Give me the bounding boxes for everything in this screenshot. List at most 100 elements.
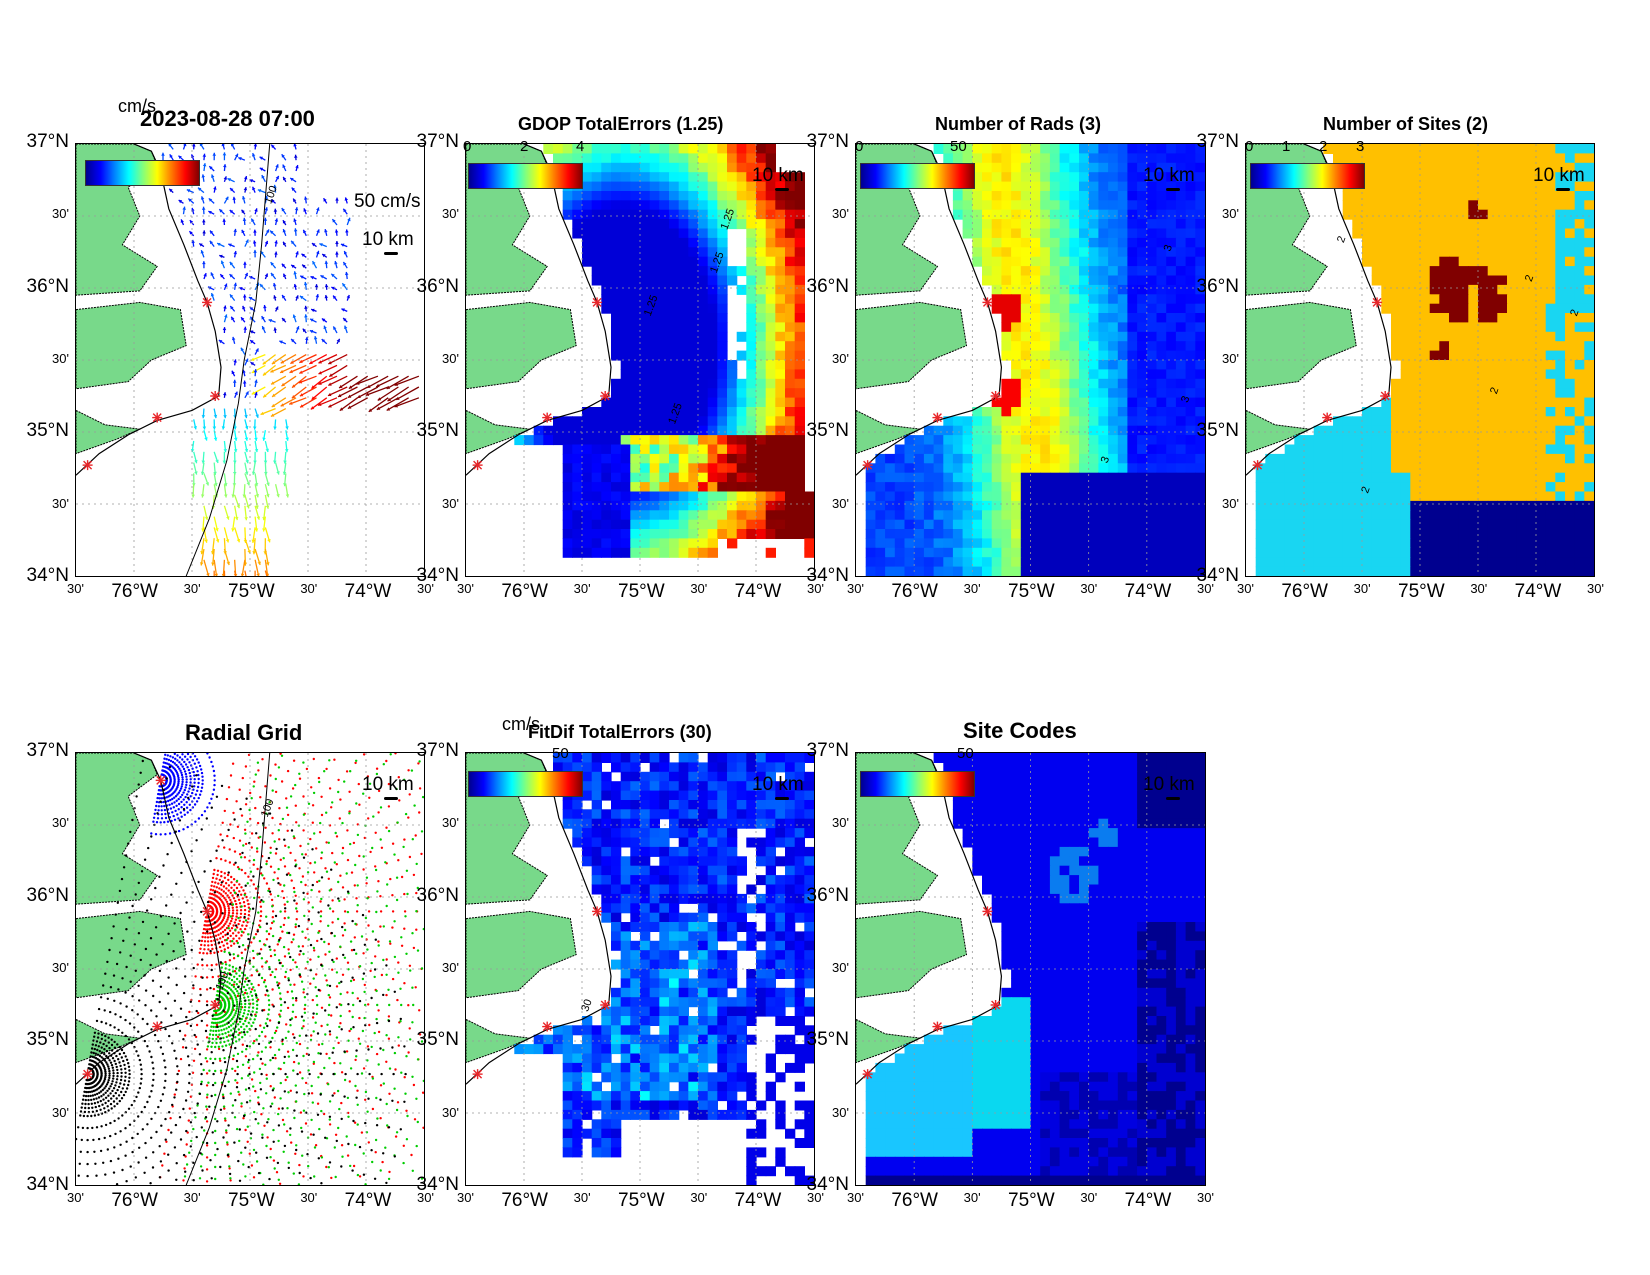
nrads-contour-labels: 3 3 3	[1099, 243, 1193, 465]
site-marker	[862, 1069, 873, 1080]
lat-tick-label: 30'	[52, 1104, 69, 1120]
map-overlay-6	[856, 753, 1205, 1185]
contour-label: 2	[1488, 386, 1501, 396]
velocity-colorbar	[85, 160, 200, 186]
lat-tick-label: 37°N	[26, 131, 69, 152]
site-marker	[202, 906, 213, 917]
lon-tick-label: 30'	[457, 581, 474, 596]
lat-tick-label: 30'	[442, 1104, 459, 1120]
contour-label: 3	[1099, 455, 1112, 465]
site-marker	[82, 460, 93, 471]
lat-tick-label: 30'	[832, 206, 849, 222]
map-overlay-3	[1246, 144, 1594, 576]
lat-tick-label: 34°N	[1196, 565, 1239, 586]
lat-tick-label: 30'	[442, 815, 459, 831]
contour-label: 100	[259, 797, 277, 818]
radgrid-map: 100 100	[76, 753, 424, 1185]
gdop-cbar-tick-4: 4	[576, 138, 585, 155]
map-overlay-0	[76, 144, 424, 576]
land-area	[466, 301, 577, 390]
site-marker	[600, 391, 611, 401]
lat-tick-label: 30'	[1222, 206, 1239, 222]
lon-tick-label: 30'	[300, 581, 318, 596]
sitecodes-map-frame	[855, 752, 1206, 1186]
site-marker	[592, 297, 603, 308]
nsites-cbar-tick-3: 3	[1356, 138, 1365, 155]
lat-tick-label: 37°N	[416, 131, 459, 152]
radgrid-distance-bar	[384, 797, 398, 800]
velocity-vectors	[161, 144, 420, 576]
lon-tick-label: 30'	[1587, 581, 1604, 596]
radgrid-title: Radial Grid	[185, 720, 303, 745]
lon-tick-label: 75°W	[228, 1190, 275, 1211]
contour-label: 2	[1523, 273, 1536, 283]
gdop-cells	[514, 144, 814, 558]
distance-scale-bar	[384, 252, 398, 255]
distance-scale-label: 10 km	[362, 229, 414, 250]
depth-contour	[185, 753, 271, 1185]
contour-label: 2	[1335, 235, 1348, 245]
fitdif-colorbar	[468, 771, 583, 797]
site-marker	[210, 1000, 221, 1010]
lon-tick-label: 76°W	[891, 1190, 938, 1211]
fitdif-map: 30	[466, 753, 814, 1185]
lat-tick-label: 30'	[1222, 351, 1239, 366]
lon-tick-label: 30'	[1197, 581, 1214, 596]
lat-tick-label: 30'	[52, 960, 69, 975]
lon-tick-label: 30'	[457, 1190, 474, 1205]
lon-tick-label: 30'	[1470, 581, 1488, 596]
lon-tick-label: 74°W	[734, 1190, 782, 1211]
nsites-cbar-tick-2: 2	[1319, 138, 1328, 155]
lat-tick-label: 30'	[52, 351, 69, 366]
lat-tick-label: 34°N	[806, 565, 849, 586]
site-marker	[1322, 412, 1333, 423]
lon-tick-label: 30'	[963, 581, 981, 596]
nrads-map-frame: 3 3 3	[855, 143, 1206, 577]
lat-tick-label: 35°N	[1196, 420, 1239, 442]
lon-tick-label: 30'	[1080, 581, 1098, 596]
contour-label: 30	[579, 998, 594, 1014]
fitdif-unit-label: cm/s	[502, 714, 540, 734]
lat-tick-label: 35°N	[806, 1029, 849, 1051]
site-marker	[990, 1000, 1001, 1010]
nrads-title: Number of Rads (3)	[935, 114, 1102, 134]
lon-tick-label: 74°W	[1124, 1190, 1172, 1211]
contour-label: 2	[1568, 308, 1581, 318]
land-area	[76, 301, 187, 390]
lat-tick-label: 36°N	[26, 884, 69, 906]
lat-tick-label: 36°N	[416, 884, 459, 906]
lat-tick-label: 36°N	[806, 275, 849, 297]
lon-tick-label: 74°W	[1124, 581, 1172, 602]
gdop-map-frame: 1.25 1.25 1.25 1.25	[465, 143, 815, 577]
sitecodes-cells	[865, 753, 1205, 1185]
land-area	[1246, 301, 1357, 390]
nsites-colorbar	[1250, 163, 1365, 189]
lon-tick-label: 30'	[1080, 1190, 1098, 1205]
lat-tick-label: 30'	[1222, 495, 1239, 511]
radgrid-distance-label: 10 km	[362, 774, 414, 795]
lat-tick-label: 37°N	[26, 740, 69, 761]
sitecodes-colorbar	[860, 771, 975, 797]
lon-tick-label: 76°W	[501, 581, 548, 602]
nsites-cbar-tick-1: 1	[1282, 138, 1291, 155]
lat-tick-label: 30'	[442, 495, 459, 511]
site-marker	[152, 412, 163, 423]
contour-label: 2	[1359, 485, 1372, 495]
lon-tick-label: 30'	[417, 581, 434, 596]
sitecodes-distance-bar	[1166, 797, 1180, 800]
contour-label: 100	[214, 970, 232, 991]
nsites-map: 2 2 2 2 2	[1246, 144, 1594, 576]
land-area	[856, 301, 968, 390]
lat-tick-label: 35°N	[416, 420, 459, 442]
lon-tick-label: 76°W	[891, 581, 938, 602]
lat-tick-label: 30'	[442, 960, 459, 975]
site-marker	[1252, 460, 1263, 471]
map-overlay-4	[76, 753, 424, 1185]
lon-tick-label: 74°W	[1514, 581, 1562, 602]
nrads-cbar-tick-0: 0	[855, 138, 864, 155]
velocity-scale-label: 50 cm/s	[354, 191, 421, 212]
nrads-distance-bar	[1166, 188, 1180, 191]
nrads-distance-label: 10 km	[1143, 165, 1195, 186]
lat-tick-label: 35°N	[416, 1029, 459, 1051]
gdop-cbar-tick-0: 0	[463, 138, 472, 155]
